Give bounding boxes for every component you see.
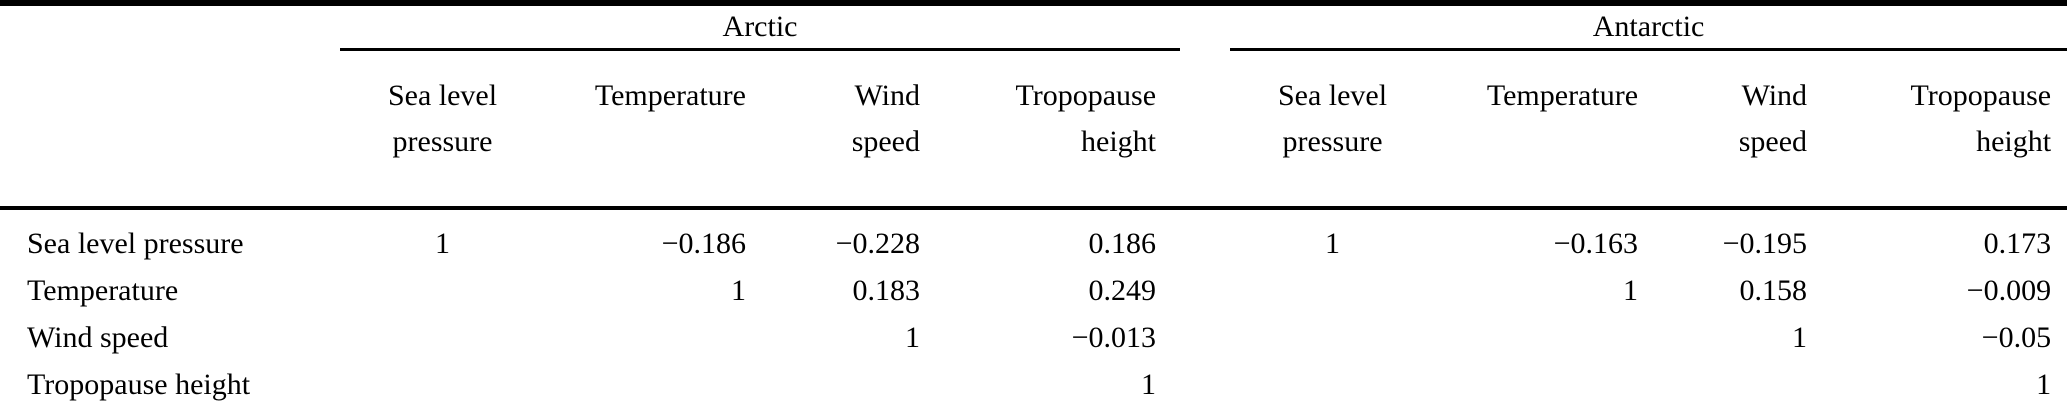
col-header-line: height — [1976, 125, 2052, 158]
cell-antarctic-wind-speed: 0.158 — [1739, 274, 1808, 307]
row-label: Temperature — [27, 274, 179, 307]
cell-antarctic-slp — [1230, 314, 1435, 361]
cell-arctic-slp: 1 — [435, 227, 450, 260]
cell-antarctic-temperature — [1435, 361, 1652, 409]
cell-antarctic-temperature — [1435, 314, 1652, 361]
row-label: Tropopause height — [27, 368, 251, 401]
cell-antarctic-temperature: 1 — [1623, 274, 1639, 307]
cell-arctic-wind-speed — [760, 361, 934, 409]
table-row-wind-speed: Wind speed 1 −0.013 1 −0.05 — [0, 314, 2067, 361]
col-header-antarctic-wind-speed: Wind speed — [1652, 49, 1822, 210]
col-header-arctic-temperature: Temperature — [545, 49, 760, 210]
col-header-line: speed — [1738, 125, 1808, 158]
col-header-antarctic-temperature: Temperature — [1435, 49, 1653, 210]
col-header-line: Tropopause — [1910, 79, 2052, 112]
cell-antarctic-slp — [1230, 361, 1435, 409]
group-gap-cell — [1180, 267, 1230, 314]
cell-arctic-slp — [340, 314, 545, 361]
cell-arctic-temperature — [545, 361, 760, 409]
cell-arctic-wind-speed: 1 — [905, 321, 920, 354]
cell-arctic-tropopause: 0.249 — [1088, 274, 1157, 307]
col-header-line: pressure — [1282, 125, 1383, 158]
cell-antarctic-wind-speed: 1 — [1792, 321, 1808, 354]
cell-arctic-temperature — [545, 314, 760, 361]
col-header-line: speed — [851, 125, 920, 158]
column-header-row: Sea level pressure Temperature Wind spee… — [0, 49, 2067, 210]
cell-arctic-tropopause: 1 — [1141, 368, 1157, 401]
group-gap-cell — [1180, 49, 1231, 210]
table-row-sea-level-pressure: Sea level pressure 1 −0.186 −0.228 0.186… — [0, 208, 2067, 267]
col-header-arctic-sea-level-pressure: Sea level pressure — [340, 49, 545, 210]
cell-antarctic-tropopause: −0.05 — [1981, 321, 2052, 354]
cell-antarctic-wind-speed — [1652, 361, 1821, 409]
group-gap-cell — [1180, 314, 1230, 361]
group-gap-cell — [1180, 3, 1230, 50]
col-header-line: pressure — [392, 125, 493, 158]
corner-blank-cell — [0, 3, 340, 50]
group-gap-cell — [1180, 361, 1230, 409]
cell-antarctic-slp — [1230, 267, 1435, 314]
cell-arctic-temperature: −0.186 — [661, 227, 746, 260]
col-header-antarctic-sea-level-pressure: Sea level pressure — [1230, 49, 1436, 210]
group-gap-cell — [1180, 208, 1230, 267]
cell-antarctic-slp: 1 — [1325, 227, 1341, 260]
col-header-arctic-tropopause-height: Tropopause height — [934, 49, 1181, 210]
cell-arctic-wind-speed: 0.183 — [852, 274, 921, 307]
group-header-antarctic: Antarctic — [1230, 3, 2067, 51]
col-header-antarctic-tropopause-height: Tropopause height — [1821, 49, 2067, 210]
table-row-tropopause-height: Tropopause height 1 1 — [0, 361, 2067, 409]
col-header-arctic-wind-speed: Wind speed — [760, 49, 934, 210]
cell-arctic-slp — [340, 267, 545, 314]
cell-arctic-slp — [340, 361, 545, 409]
cell-arctic-tropopause: 0.186 — [1088, 227, 1157, 260]
cell-antarctic-temperature: −0.163 — [1553, 227, 1639, 260]
col-header-line: Sea level — [1277, 79, 1388, 112]
cell-arctic-tropopause: −0.013 — [1071, 321, 1157, 354]
col-header-line: Temperature — [594, 79, 746, 112]
row-label: Sea level pressure — [27, 227, 244, 260]
cell-antarctic-tropopause: −0.009 — [1966, 274, 2052, 307]
cell-antarctic-tropopause: 1 — [2036, 368, 2052, 401]
cell-antarctic-tropopause: 0.173 — [1983, 227, 2052, 260]
col-header-line: Wind — [854, 79, 920, 112]
row-label-header-blank — [0, 49, 340, 210]
group-header-row: Arctic Antarctic — [0, 3, 2067, 51]
col-header-line: Tropopause — [1015, 79, 1157, 112]
cell-antarctic-wind-speed: −0.195 — [1722, 227, 1808, 260]
group-header-arctic: Arctic — [340, 3, 1181, 51]
cell-arctic-temperature: 1 — [731, 274, 746, 307]
col-header-line: Temperature — [1486, 79, 1639, 112]
col-header-line: Wind — [1741, 79, 1808, 112]
col-header-line: Sea level — [387, 79, 498, 112]
cell-arctic-wind-speed: −0.228 — [835, 227, 920, 260]
col-header-line: height — [1081, 125, 1157, 158]
row-label: Wind speed — [27, 321, 169, 354]
table-row-temperature: Temperature 1 0.183 0.249 1 0.158 −0.009 — [0, 267, 2067, 314]
